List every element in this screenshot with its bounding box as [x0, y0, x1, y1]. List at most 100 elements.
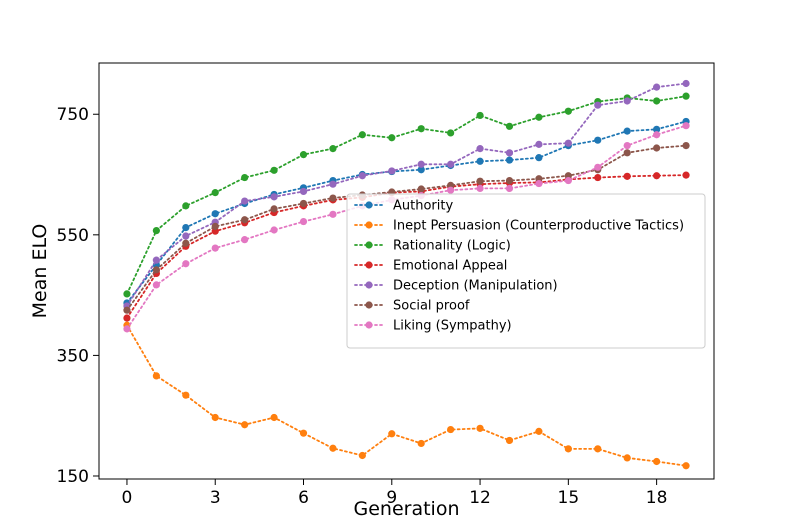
series-social-proof [123, 141, 690, 314]
data-point-social-proof [329, 194, 337, 202]
legend-marker [365, 221, 373, 229]
data-point-inept-persuasion-counterproductive-tactics [505, 436, 514, 445]
data-point-deception-manipulation [329, 180, 337, 188]
data-point-liking-sympathy [535, 179, 543, 188]
series-line-emotional-appeal [126, 174, 687, 319]
data-point-inept-persuasion-counterproductive-tactics [388, 430, 396, 438]
series-line-authority [126, 120, 687, 304]
legend-marker [365, 321, 373, 329]
data-point-deception-manipulation [152, 256, 160, 264]
data-point-deception-manipulation [505, 149, 514, 157]
data-point-rationality-logic [152, 227, 160, 235]
data-point-rationality-logic [123, 290, 131, 298]
legend-marker [365, 241, 373, 249]
data-point-deception-manipulation [417, 160, 425, 168]
data-point-liking-sympathy [505, 184, 514, 193]
data-point-deception-manipulation [358, 172, 366, 180]
legend-label: Deception (Manipulation) [393, 279, 558, 294]
axes-layer: 0 3 6 9 12 15 18 150 350 550 750 [57, 105, 668, 508]
data-point-social-proof [653, 144, 661, 152]
series-rationality-logic [123, 92, 690, 298]
data-point-deception-manipulation [299, 187, 308, 196]
data-point-authority [211, 210, 219, 218]
data-point-deception-manipulation [564, 139, 572, 147]
data-point-social-proof [623, 149, 631, 157]
data-point-liking-sympathy [447, 186, 455, 194]
data-point-emotional-appeal [653, 172, 661, 180]
data-point-inept-persuasion-counterproductive-tactics [211, 413, 219, 422]
data-point-social-proof [152, 266, 160, 274]
data-point-rationality-logic [476, 111, 484, 120]
data-point-deception-manipulation [241, 197, 249, 205]
data-point-deception-manipulation [535, 140, 543, 148]
data-point-deception-manipulation [653, 83, 661, 91]
legend: Authority Inept Persuasion (Counterproduc… [346, 193, 706, 349]
data-point-liking-sympathy [653, 131, 661, 139]
series-line-deception-manipulation [126, 82, 687, 307]
data-point-inept-persuasion-counterproductive-tactics [299, 429, 308, 437]
data-point-deception-manipulation [182, 232, 190, 240]
data-point-inept-persuasion-counterproductive-tactics [623, 454, 631, 462]
data-point-deception-manipulation [447, 160, 455, 168]
data-point-social-proof [417, 185, 425, 193]
data-point-authority [594, 136, 602, 144]
data-point-deception-manipulation [476, 145, 484, 153]
plot-frame [98, 62, 715, 480]
data-point-inept-persuasion-counterproductive-tactics [358, 451, 366, 460]
data-point-deception-manipulation [270, 193, 278, 201]
legend-marker [365, 301, 373, 309]
data-point-rationality-logic [182, 202, 190, 210]
data-point-authority [182, 223, 190, 232]
legend-label: Liking (Sympathy) [393, 319, 512, 334]
y-tick-label: 350 [57, 346, 89, 366]
data-point-rationality-logic [505, 122, 514, 130]
data-point-emotional-appeal [594, 173, 602, 182]
data-point-social-proof [505, 176, 514, 185]
series-line-rationality-logic [126, 95, 687, 295]
data-point-inept-persuasion-counterproductive-tactics [535, 427, 543, 435]
data-point-liking-sympathy [564, 176, 572, 185]
x-tick-label: 0 [122, 488, 133, 508]
data-point-liking-sympathy [211, 244, 219, 252]
data-point-rationality-logic [329, 145, 337, 153]
legend-marker [365, 261, 373, 269]
data-point-liking-sympathy [682, 122, 690, 130]
x-tick-label: 9 [386, 488, 397, 508]
data-point-liking-sympathy [270, 226, 278, 234]
data-point-liking-sympathy [152, 281, 160, 289]
data-point-authority [623, 127, 631, 135]
data-point-social-proof [682, 141, 690, 150]
data-point-liking-sympathy [623, 141, 631, 150]
x-tick-label: 12 [469, 488, 491, 508]
legend-label: Emotional Appeal [393, 259, 507, 274]
data-point-liking-sympathy [299, 217, 308, 226]
data-point-liking-sympathy [476, 184, 484, 193]
data-point-social-proof [299, 199, 308, 208]
data-point-liking-sympathy [329, 210, 337, 218]
data-point-deception-manipulation [682, 79, 690, 88]
data-point-liking-sympathy [182, 260, 190, 268]
data-point-inept-persuasion-counterproductive-tactics [417, 439, 425, 448]
series-layer [123, 79, 690, 470]
data-point-authority [417, 166, 425, 174]
legend-label: Social proof [393, 299, 470, 314]
y-axis-title: Mean ELO [29, 224, 51, 319]
data-point-deception-manipulation [594, 101, 602, 109]
data-point-emotional-appeal [123, 314, 131, 322]
data-point-rationality-logic [358, 131, 366, 139]
legend-label: Rationality (Logic) [393, 239, 511, 254]
data-point-rationality-logic [564, 107, 572, 115]
data-point-social-proof [211, 222, 219, 230]
data-point-rationality-logic [417, 125, 425, 133]
data-point-inept-persuasion-counterproductive-tactics [152, 372, 160, 380]
data-point-inept-persuasion-counterproductive-tactics [241, 421, 249, 429]
data-point-rationality-logic [388, 134, 396, 142]
series-line-social-proof [126, 144, 687, 312]
x-tick-label: 3 [210, 488, 221, 508]
x-tick-label: 6 [298, 488, 309, 508]
legend-marker [365, 281, 373, 289]
legend-box [346, 193, 706, 349]
y-tick-label: 750 [57, 105, 89, 125]
data-point-deception-manipulation [388, 167, 396, 175]
